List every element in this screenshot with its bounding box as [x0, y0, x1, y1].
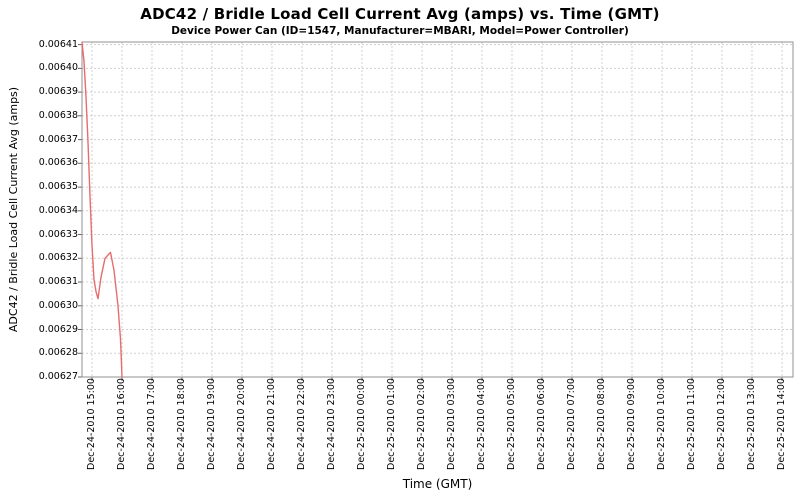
x-tick-label: Dec-25-2010 00:00 [356, 378, 367, 470]
x-tick-label: Dec-24-2010 19:00 [206, 378, 217, 470]
x-tick-label: Dec-24-2010 20:00 [236, 378, 247, 470]
y-tick-label: 0.00635 [38, 181, 78, 193]
x-tick-label: Dec-25-2010 10:00 [656, 378, 667, 470]
x-tick-label: Dec-25-2010 05:00 [506, 378, 517, 470]
x-tick-label: Dec-24-2010 22:00 [296, 378, 307, 470]
y-tick-label: 0.00628 [38, 347, 78, 359]
x-tick-label: Dec-24-2010 21:00 [266, 378, 277, 470]
x-tick-label: Dec-25-2010 06:00 [536, 378, 547, 470]
x-tick-label: Dec-25-2010 07:00 [566, 378, 577, 470]
chart-subtitle: Device Power Can (ID=1547, Manufacturer=… [171, 25, 629, 37]
x-tick-label: Dec-24-2010 17:00 [146, 378, 157, 470]
y-axis-title: ADC42 / Bridle Load Cell Current Avg (am… [7, 86, 20, 333]
x-tick-label: Dec-24-2010 16:00 [116, 378, 127, 470]
y-tick-label: 0.00634 [38, 204, 78, 216]
y-tick-label: 0.00633 [38, 228, 78, 240]
x-tick-label: Dec-25-2010 09:00 [626, 378, 637, 470]
x-tick-label: Dec-25-2010 01:00 [386, 378, 397, 470]
chart-title: ADC42 / Bridle Load Cell Current Avg (am… [140, 5, 660, 23]
y-tick-label: 0.00638 [38, 109, 78, 121]
x-tick-label: Dec-25-2010 14:00 [776, 378, 787, 470]
series-line [81, 41, 123, 378]
x-tick-label: Dec-24-2010 23:00 [326, 378, 337, 470]
y-tick-label: 0.00632 [38, 252, 78, 264]
x-tick-label: Dec-25-2010 08:00 [596, 378, 607, 470]
y-tick-label: 0.00627 [38, 371, 78, 382]
x-tick-label: Dec-24-2010 18:00 [176, 378, 187, 470]
y-tick-label: 0.00631 [38, 276, 78, 287]
y-tick-label: 0.00640 [38, 62, 78, 74]
y-tick-label: 0.00639 [38, 86, 78, 98]
x-tick-label: Dec-25-2010 02:00 [416, 378, 427, 470]
x-tick-label: Dec-25-2010 13:00 [746, 378, 757, 470]
y-tick-label: 0.00637 [38, 133, 78, 145]
x-tick-label: Dec-25-2010 11:00 [686, 378, 697, 470]
y-tick-label: 0.00630 [38, 299, 78, 311]
y-tick-label: 0.00641 [38, 38, 78, 50]
x-tick-label: Dec-25-2010 12:00 [716, 378, 727, 470]
x-tick-label: Dec-25-2010 03:00 [446, 378, 457, 470]
x-tick-label: Dec-25-2010 04:00 [476, 378, 487, 470]
x-axis-title: Time (GMT) [402, 477, 473, 491]
y-tick-label: 0.00636 [38, 157, 78, 169]
y-tick-label: 0.00629 [38, 323, 78, 335]
x-tick-label: Dec-24-2010 15:00 [86, 378, 97, 470]
